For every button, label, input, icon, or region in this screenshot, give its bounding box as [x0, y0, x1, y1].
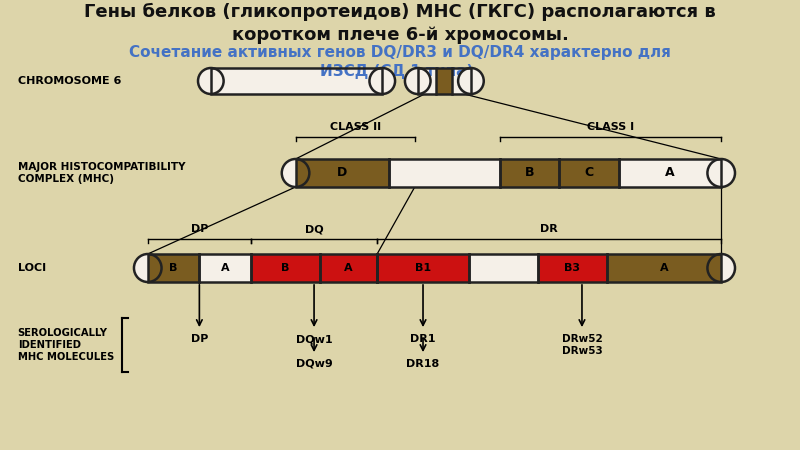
Text: LOCI: LOCI: [18, 263, 46, 273]
Text: A: A: [666, 166, 675, 180]
Ellipse shape: [707, 159, 735, 187]
Bar: [606, 254, 722, 282]
Bar: [148, 254, 722, 282]
Text: B: B: [170, 263, 178, 273]
Bar: [390, 159, 500, 187]
Bar: [538, 254, 606, 282]
Text: DQ: DQ: [305, 224, 323, 234]
Bar: [469, 254, 538, 282]
Text: DR1: DR1: [410, 334, 436, 344]
Ellipse shape: [282, 159, 310, 187]
Text: MAJOR HISTOCOMPATIBILITY
COMPLEX (MHC): MAJOR HISTOCOMPATIBILITY COMPLEX (MHC): [18, 162, 185, 184]
Ellipse shape: [134, 254, 162, 282]
Text: CLASS I: CLASS I: [587, 122, 634, 132]
Ellipse shape: [707, 254, 735, 282]
Bar: [295, 159, 722, 187]
Text: A: A: [221, 263, 230, 273]
Bar: [295, 159, 390, 187]
Text: DQw1: DQw1: [296, 334, 332, 344]
Bar: [148, 254, 199, 282]
Text: SEROLOGICALLY
IDENTIFIED
MHC MOLECULES: SEROLOGICALLY IDENTIFIED MHC MOLECULES: [18, 328, 114, 362]
Text: Сочетание активных генов DQ/DR3 и DQ/DR4 характерно для
ИЗСД (СД 1 типа).: Сочетание активных генов DQ/DR3 и DQ/DR4…: [129, 45, 671, 79]
Text: DRw52: DRw52: [562, 334, 602, 344]
Bar: [320, 254, 377, 282]
Ellipse shape: [458, 68, 484, 94]
Text: Гены белков (гликопротеидов) МНС (ГКГС) располагаются в
коротком плече 6-й хромо: Гены белков (гликопротеидов) МНС (ГКГС) …: [84, 3, 716, 44]
Text: DR: DR: [540, 224, 558, 234]
Bar: [251, 254, 320, 282]
Text: DP: DP: [190, 334, 208, 344]
Bar: [211, 68, 382, 94]
Text: A: A: [659, 263, 668, 273]
Text: CHROMOSOME 6: CHROMOSOME 6: [18, 76, 121, 86]
Text: DQw9: DQw9: [296, 359, 333, 369]
Bar: [500, 159, 559, 187]
Text: D: D: [338, 166, 347, 180]
Bar: [377, 254, 469, 282]
Bar: [436, 68, 452, 94]
Text: DR18: DR18: [406, 359, 440, 369]
Bar: [418, 68, 471, 94]
Ellipse shape: [370, 68, 395, 94]
Text: B1: B1: [415, 263, 431, 273]
Text: B3: B3: [564, 263, 580, 273]
Text: DRw53: DRw53: [562, 346, 602, 356]
Bar: [559, 159, 619, 187]
Text: B: B: [525, 166, 534, 180]
Ellipse shape: [198, 68, 224, 94]
Bar: [199, 254, 251, 282]
Text: CLASS II: CLASS II: [330, 122, 381, 132]
Text: B: B: [282, 263, 290, 273]
Ellipse shape: [405, 68, 430, 94]
Bar: [619, 159, 722, 187]
Bar: [211, 68, 382, 94]
Bar: [295, 159, 722, 187]
Bar: [148, 254, 722, 282]
Text: A: A: [344, 263, 353, 273]
Text: DP: DP: [190, 224, 208, 234]
Text: C: C: [585, 166, 594, 180]
Bar: [418, 68, 471, 94]
